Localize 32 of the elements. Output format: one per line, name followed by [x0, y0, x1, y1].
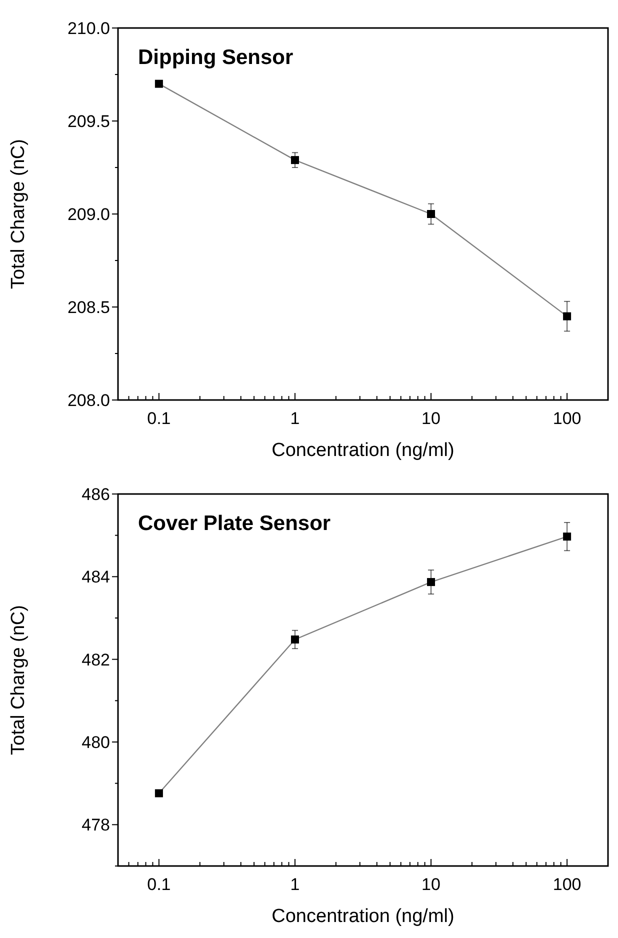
point — [154, 789, 163, 798]
y-tick-label: 210.0 — [67, 19, 110, 38]
point — [290, 156, 299, 164]
y-tick-label: 482 — [82, 650, 110, 670]
point — [563, 312, 572, 320]
x-axis-title: Concentration (ng/ml) — [272, 906, 454, 927]
y-axis-title: Total Charge (nC) — [8, 139, 29, 289]
y-tick-label: 209.0 — [67, 205, 110, 224]
y-axis-title: Total Charge (nC) — [8, 605, 29, 755]
point — [563, 532, 572, 541]
y-tick-label: 484 — [82, 568, 110, 587]
point — [290, 635, 299, 644]
y-tick-label: 208.0 — [67, 391, 110, 410]
x-tick-label: 0.1 — [147, 875, 171, 894]
text: Cover Plate Sensor — [138, 512, 331, 535]
y-tick-label: 478 — [82, 816, 110, 835]
x-axis-title: Concentration (ng/ml) — [272, 440, 454, 461]
x-tick-label: 1 — [290, 409, 300, 428]
x-tick-label: 10 — [422, 409, 440, 428]
y-tick-label: 480 — [82, 733, 110, 752]
x-tick-label: 100 — [552, 409, 582, 428]
x-tick-label: 10 — [422, 875, 440, 894]
x-tick-label: 0.1 — [147, 409, 171, 428]
text: Dipping Sensor — [138, 46, 294, 69]
point — [427, 578, 436, 586]
y-tick-label: 208.5 — [67, 298, 110, 317]
y-tick-label: 486 — [82, 485, 110, 504]
x-tick-label: 100 — [552, 875, 582, 894]
x-tick-label: 1 — [290, 875, 300, 894]
point — [427, 210, 436, 218]
point — [154, 80, 163, 88]
y-tick-label: 209.5 — [67, 112, 110, 131]
